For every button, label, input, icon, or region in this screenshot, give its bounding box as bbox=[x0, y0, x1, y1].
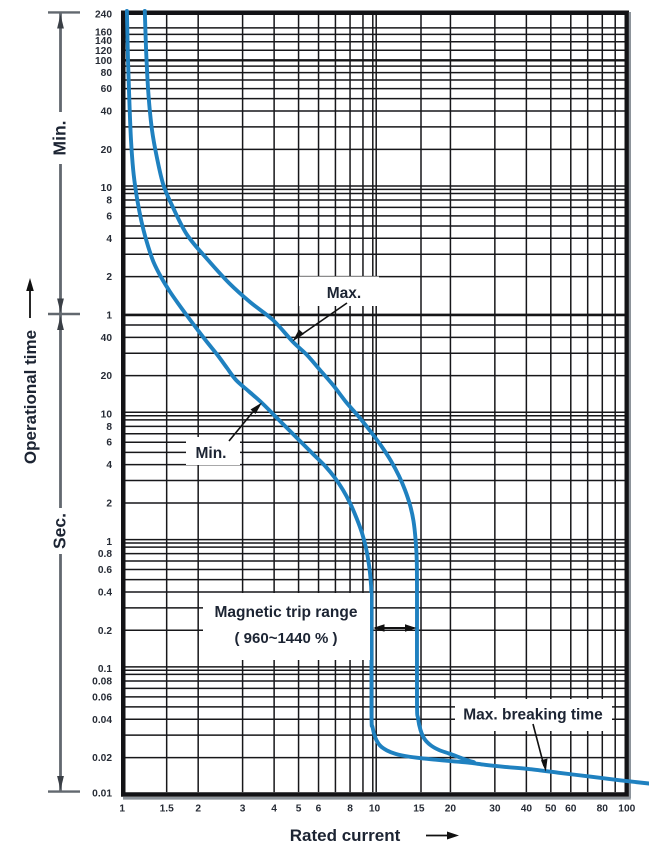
svg-text:Rated current: Rated current bbox=[290, 826, 401, 845]
svg-text:Sec.: Sec. bbox=[50, 513, 70, 549]
svg-text:8: 8 bbox=[347, 804, 353, 815]
svg-text:1: 1 bbox=[106, 537, 112, 548]
svg-text:5: 5 bbox=[296, 804, 302, 815]
svg-text:6: 6 bbox=[106, 211, 112, 222]
svg-text:Min.: Min. bbox=[50, 121, 70, 156]
svg-text:1.5: 1.5 bbox=[160, 804, 174, 815]
svg-text:0.6: 0.6 bbox=[98, 565, 112, 576]
svg-text:0.01: 0.01 bbox=[92, 789, 112, 800]
svg-text:240: 240 bbox=[95, 10, 112, 21]
svg-text:8: 8 bbox=[106, 196, 112, 207]
svg-text:30: 30 bbox=[489, 804, 501, 815]
svg-text:60: 60 bbox=[101, 84, 113, 95]
svg-text:4: 4 bbox=[106, 234, 112, 245]
svg-text:Operational time: Operational time bbox=[21, 330, 40, 464]
svg-text:0.08: 0.08 bbox=[92, 676, 112, 687]
svg-text:20: 20 bbox=[445, 804, 457, 815]
svg-text:1: 1 bbox=[106, 310, 112, 321]
svg-text:Magnetic trip range: Magnetic trip range bbox=[215, 604, 358, 621]
svg-text:0.1: 0.1 bbox=[98, 664, 112, 675]
svg-text:1: 1 bbox=[119, 804, 125, 815]
svg-text:Max. breaking time: Max. breaking time bbox=[463, 707, 603, 724]
svg-text:40: 40 bbox=[101, 333, 113, 344]
svg-text:4: 4 bbox=[106, 460, 112, 471]
svg-text:0.02: 0.02 bbox=[92, 753, 112, 764]
svg-text:120: 120 bbox=[95, 46, 112, 57]
svg-text:2: 2 bbox=[195, 804, 201, 815]
svg-text:6: 6 bbox=[316, 804, 322, 815]
svg-text:6: 6 bbox=[106, 438, 112, 449]
svg-text:0.8: 0.8 bbox=[98, 549, 112, 560]
svg-text:140: 140 bbox=[95, 36, 112, 47]
svg-text:8: 8 bbox=[106, 422, 112, 433]
svg-text:40: 40 bbox=[101, 107, 113, 118]
svg-text:0.06: 0.06 bbox=[92, 692, 112, 703]
svg-text:20: 20 bbox=[101, 371, 113, 382]
svg-text:80: 80 bbox=[597, 804, 609, 815]
svg-text:80: 80 bbox=[101, 68, 113, 79]
svg-text:10: 10 bbox=[369, 804, 381, 815]
svg-text:4: 4 bbox=[271, 804, 277, 815]
svg-text:0.4: 0.4 bbox=[98, 588, 112, 599]
svg-text:15: 15 bbox=[413, 804, 425, 815]
svg-text:10: 10 bbox=[101, 410, 113, 421]
svg-text:Min.: Min. bbox=[196, 445, 227, 462]
svg-text:( 960~1440 % ): ( 960~1440 % ) bbox=[235, 630, 338, 647]
svg-text:0.04: 0.04 bbox=[92, 715, 112, 726]
svg-text:10: 10 bbox=[101, 183, 113, 194]
svg-text:Max.: Max. bbox=[327, 285, 361, 302]
svg-text:20: 20 bbox=[101, 145, 113, 156]
svg-text:100: 100 bbox=[95, 56, 112, 67]
svg-text:100: 100 bbox=[618, 804, 635, 815]
svg-text:50: 50 bbox=[545, 804, 557, 815]
svg-text:40: 40 bbox=[521, 804, 533, 815]
svg-text:2: 2 bbox=[106, 499, 112, 510]
svg-text:60: 60 bbox=[565, 804, 577, 815]
svg-text:3: 3 bbox=[240, 804, 246, 815]
svg-text:160: 160 bbox=[95, 27, 112, 38]
svg-text:0.2: 0.2 bbox=[98, 626, 112, 637]
svg-text:2: 2 bbox=[106, 272, 112, 283]
